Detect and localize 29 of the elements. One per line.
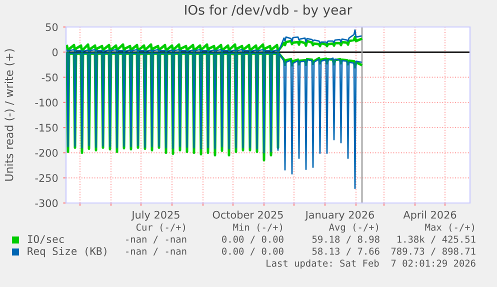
text: 1.38k / 425.51 [398, 235, 476, 244]
text: 0.00 / 0.00 [222, 248, 284, 256]
x-tick-label: January 2026 [304, 210, 374, 221]
y-tick-label: -50 [42, 74, 58, 82]
y-axis-title: Units read (-) / write (+) [4, 49, 15, 181]
text: 0.00 / 0.00 [222, 236, 284, 244]
text: -nan / -nan [126, 248, 186, 256]
text: Max (-/+) [425, 223, 474, 232]
y-tick-label: -100 [35, 98, 58, 107]
text: -nan / -nan [126, 236, 186, 244]
y-tick-label: 0 [52, 48, 58, 56]
x-tick-label: October 2025 [212, 210, 283, 219]
x-tick-label: July 2025 [131, 210, 180, 221]
text: 58.13 / 7.66 [312, 248, 380, 256]
text: Min (-/+) [233, 223, 282, 232]
y-tick-label: -250 [35, 174, 58, 182]
x-tick-label: April 2026 [403, 210, 456, 221]
text: Last update: Sat Feb 7 02:01:29 2026 [266, 259, 476, 269]
y-tick-label: -150 [35, 124, 58, 132]
text: 59.18 / 8.98 [312, 236, 380, 244]
text: 789.73 / 898.71 [391, 248, 476, 256]
y-tick-label: 50 [46, 23, 58, 32]
legend-label: IO/sec [28, 235, 64, 244]
text: Cur (-/+) [136, 223, 186, 232]
text: Avg (-/+) [329, 223, 378, 233]
y-tick-label: -200 [35, 148, 58, 157]
legend-label: Req Size (KB) [28, 246, 106, 258]
y-tick-label: -300 [35, 199, 58, 208]
chart-title: IOs for /dev/vdb - by year [185, 4, 352, 18]
